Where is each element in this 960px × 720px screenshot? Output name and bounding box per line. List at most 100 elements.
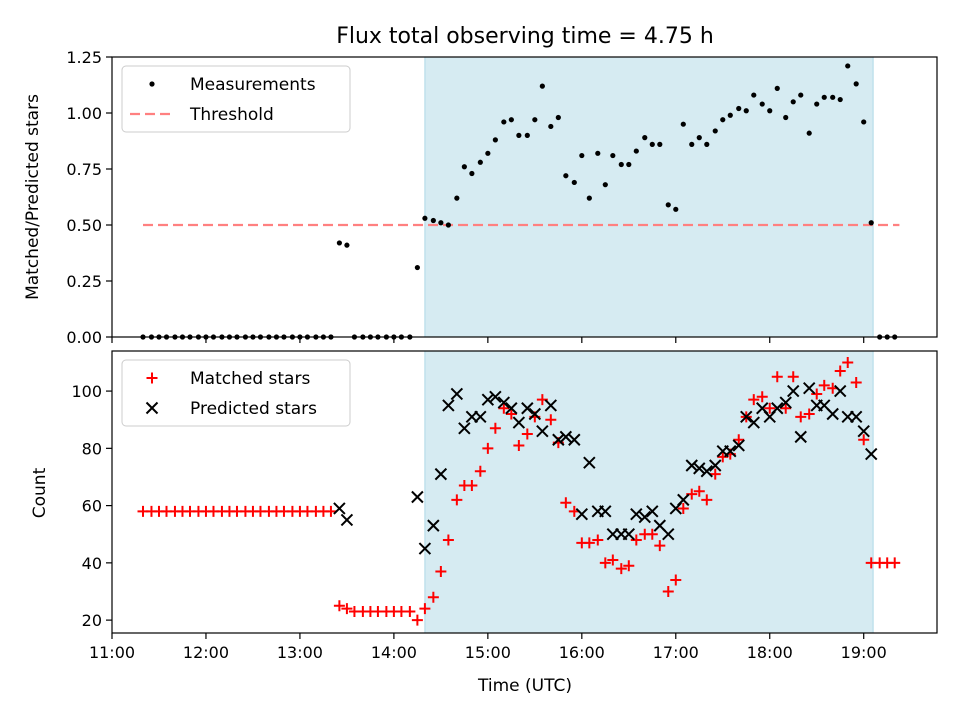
data-point: [803, 408, 815, 420]
legend-box: [121, 65, 351, 133]
data-point: [524, 132, 530, 138]
data-point: [445, 222, 451, 228]
data-point: [489, 390, 502, 404]
data-point: [592, 534, 604, 546]
axes-frame: [111, 56, 938, 338]
data-point: [607, 554, 619, 566]
data-point: [336, 240, 342, 246]
data-point: [539, 83, 545, 89]
data-point: [748, 394, 760, 406]
legend-box: [121, 359, 351, 427]
data-point: [771, 371, 783, 383]
data-point: [657, 141, 663, 147]
data-point: [790, 99, 796, 105]
x-tick-label: 14:00: [371, 643, 417, 662]
data-point: [466, 480, 478, 492]
data-point: [497, 396, 511, 409]
data-point: [837, 96, 843, 103]
data-point: [733, 434, 745, 446]
data-point: [818, 379, 830, 391]
data-point: [845, 63, 851, 69]
data-point: [450, 387, 464, 401]
data-point: [774, 85, 780, 91]
legend-marker-dot: [149, 81, 155, 87]
data-point: [858, 434, 870, 446]
y-tick-label: 1.00: [66, 104, 102, 123]
data-point: [555, 114, 561, 121]
data-point: [696, 135, 702, 141]
data-point: [505, 402, 518, 415]
data-point: [568, 433, 581, 446]
data-point: [756, 391, 768, 403]
data-point: [512, 416, 526, 429]
data-point: [528, 407, 542, 421]
data-point: [732, 439, 745, 452]
data-point: [814, 101, 820, 107]
data-point: [333, 600, 345, 612]
data-point: [638, 510, 651, 524]
data-point: [806, 130, 812, 136]
axes-frame: [111, 350, 938, 634]
y-tick-label: 100: [71, 382, 102, 401]
data-point: [677, 502, 689, 514]
data-point: [720, 117, 726, 123]
data-point: [780, 402, 792, 414]
data-point: [849, 410, 863, 424]
data-point: [783, 114, 789, 121]
data-point: [602, 182, 608, 188]
data-point: [724, 444, 737, 458]
data-point: [340, 513, 354, 527]
data-point: [333, 502, 346, 515]
data-point: [544, 399, 558, 412]
data-point: [454, 195, 460, 201]
data-point: [779, 396, 792, 409]
data-point: [853, 81, 859, 87]
chart-title: Flux total observing time = 4.75 h: [336, 24, 714, 49]
data-point: [834, 365, 846, 377]
observing-window-shade: [424, 56, 874, 338]
legend-label: Threshold: [189, 105, 274, 125]
data-point: [492, 137, 498, 143]
y-tick-label: 0.00: [66, 328, 102, 347]
data-point: [451, 494, 463, 506]
data-point: [575, 507, 589, 521]
data-point: [830, 94, 836, 100]
data-point: [795, 411, 807, 423]
legend-label: Predicted stars: [190, 399, 317, 419]
data-point: [764, 402, 776, 414]
y-tick-label: 1.25: [66, 48, 102, 67]
data-point: [442, 399, 455, 412]
x-tick-label: 18:00: [747, 643, 793, 662]
data-point: [427, 519, 440, 532]
legend-marker-x: [145, 401, 159, 415]
y-tick-label: 80: [82, 439, 102, 458]
data-point: [438, 220, 444, 226]
data-point: [442, 534, 454, 546]
data-point: [794, 430, 807, 444]
data-point: [599, 557, 611, 569]
data-point: [545, 414, 557, 426]
x-tick-label: 13:00: [277, 643, 323, 662]
data-point: [642, 135, 648, 141]
legend-marker-plus: [146, 372, 158, 384]
data-point: [618, 161, 624, 168]
data-point: [513, 439, 525, 451]
data-point: [662, 585, 674, 597]
data-point: [740, 410, 753, 424]
data-point: [861, 119, 867, 125]
data-point: [630, 507, 643, 521]
data-point: [583, 537, 595, 549]
ratio-panel: Matched/Predicted stars 0.00 0.25 0.50 0.75…: [23, 48, 938, 347]
data-point: [743, 108, 749, 114]
data-point: [700, 465, 713, 478]
data-point: [649, 141, 655, 147]
data-point: [341, 603, 353, 615]
data-point: [622, 528, 636, 541]
data-point: [677, 493, 690, 507]
data-point: [633, 148, 639, 154]
data-point: [571, 179, 577, 186]
data-point: [689, 141, 695, 147]
data-point: [626, 161, 632, 168]
data-point: [482, 442, 494, 454]
